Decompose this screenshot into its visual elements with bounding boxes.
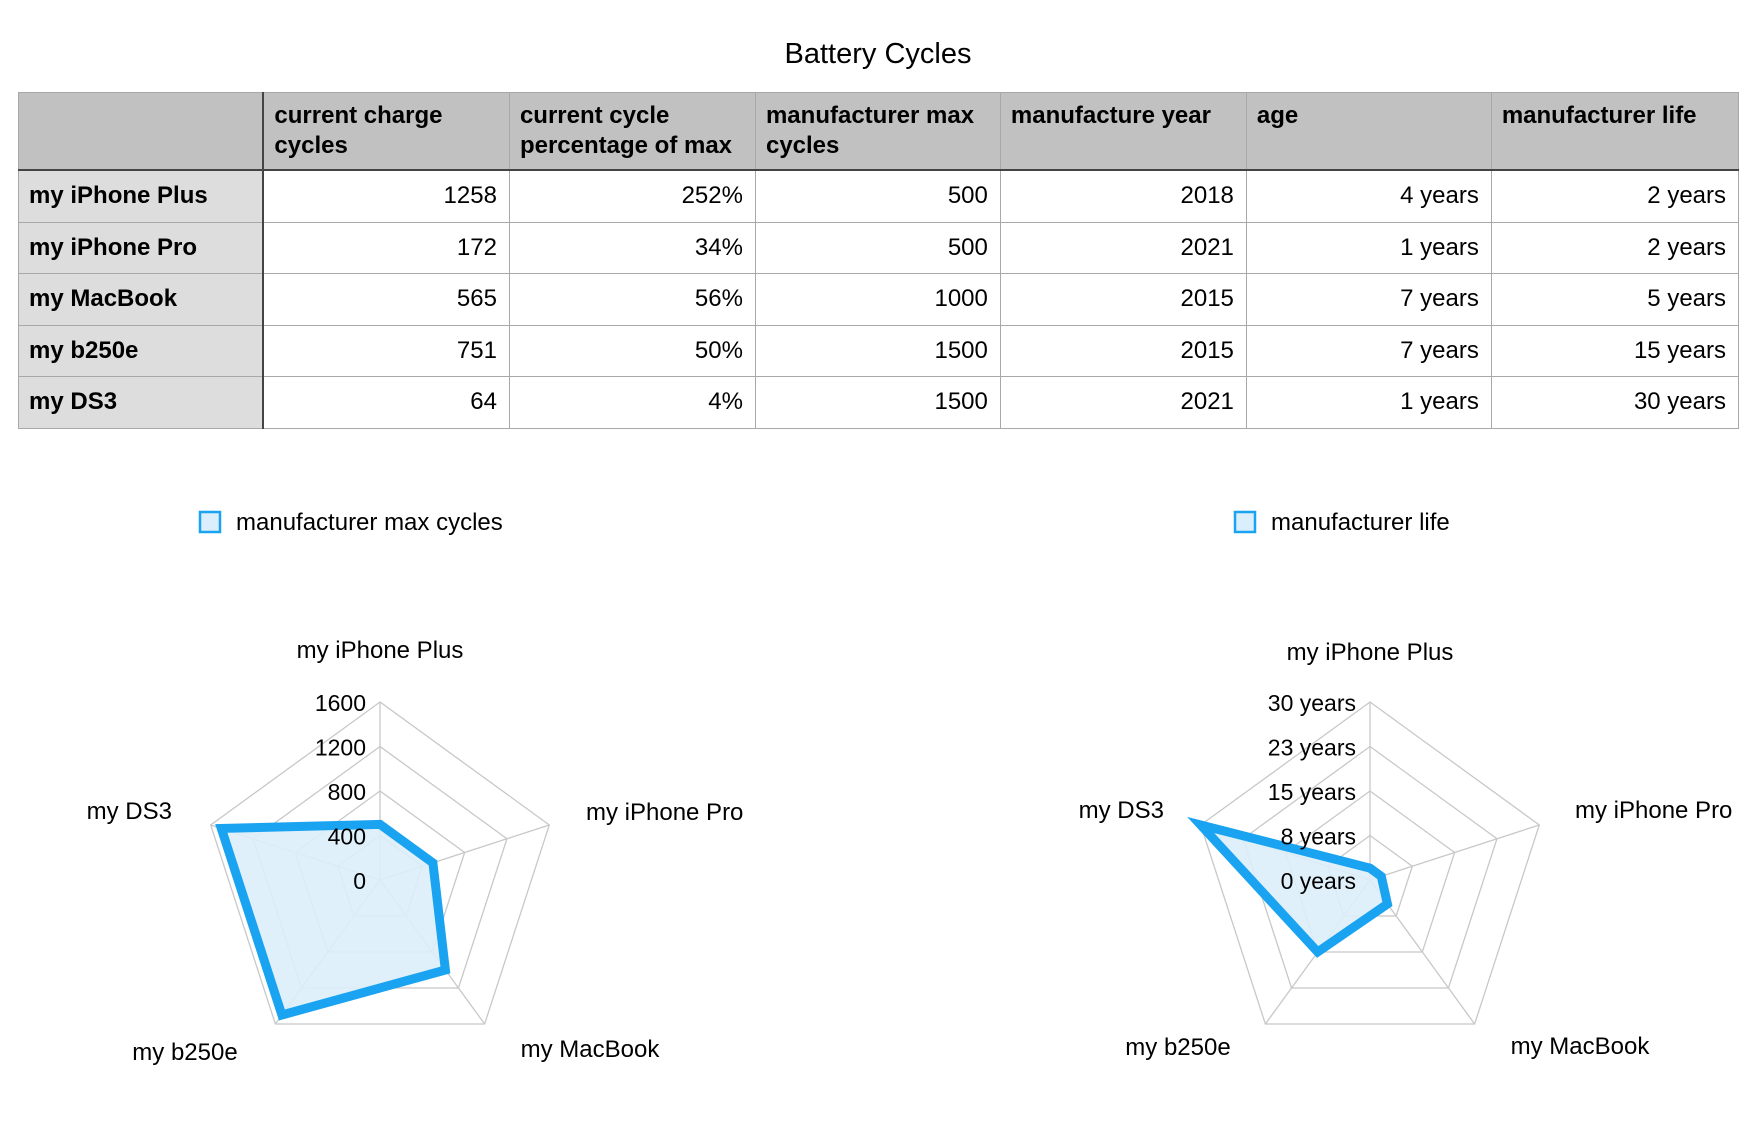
table-cell: 1258 — [262, 169, 510, 223]
column-header: manufacturer max cycles — [754, 92, 1001, 171]
column-header: manufacturer life — [1490, 92, 1740, 171]
grid-ring — [1199, 701, 1541, 1025]
legend-label: manufacturer life — [1271, 509, 1450, 536]
tick-label: 1600 — [315, 690, 366, 716]
table-cell: 34% — [508, 221, 756, 274]
row-header: my DS3 — [18, 376, 265, 429]
tick-label: 15 years — [1268, 779, 1356, 805]
table-row: my iPhone Pro 172 34% 500 2021 1 years 2… — [18, 221, 1740, 274]
table-cell: 1000 — [754, 273, 1001, 326]
category-label: my MacBook — [1511, 1033, 1651, 1060]
category-label: my b250e — [132, 1039, 237, 1066]
grid-ring — [1242, 745, 1498, 989]
row-header: my MacBook — [18, 273, 265, 326]
table-cell: 2021 — [999, 376, 1247, 429]
table-cell: 7 years — [1245, 324, 1492, 377]
table-cell: 56% — [508, 273, 756, 326]
table-cell: 50% — [508, 324, 756, 377]
category-label: my DS3 — [1079, 797, 1164, 824]
category-label: my iPhone Pro — [1575, 797, 1732, 824]
table-cell: 172 — [262, 221, 510, 274]
category-label: my MacBook — [521, 1036, 661, 1063]
category-label: my iPhone Plus — [1287, 639, 1454, 666]
legend: manufacturer max cycles — [198, 509, 503, 536]
category-label: my iPhone Plus — [297, 637, 464, 664]
tick-label: 23 years — [1268, 735, 1356, 761]
row-header: my b250e — [18, 324, 265, 377]
table-cell: 4% — [508, 376, 756, 429]
grid-ring — [209, 701, 551, 1025]
table-cell: 4 years — [1245, 169, 1492, 223]
radar-chart-max-cycles: manufacturer max cycles 0 400 800 1200 1600 my… — [87, 509, 744, 1066]
legend-label: manufacturer max cycles — [236, 509, 503, 536]
category-label: my iPhone Pro — [586, 799, 743, 826]
tick-label: 0 — [353, 868, 366, 894]
tick-label: 1200 — [315, 735, 366, 761]
table-cell: 2018 — [999, 169, 1247, 223]
column-header: age — [1245, 92, 1492, 171]
category-label: my DS3 — [87, 798, 172, 825]
table-cell: 30 years — [1490, 376, 1740, 429]
table-cell: 751 — [262, 324, 510, 377]
tick-label: 30 years — [1268, 690, 1356, 716]
grid-spoke — [1369, 824, 1540, 881]
table-cell: 500 — [754, 169, 1001, 223]
row-header: my iPhone Pro — [18, 221, 265, 274]
battery-table: current charge cycles current cycle perc… — [18, 92, 1740, 429]
table-cell: 1500 — [754, 376, 1001, 429]
column-header: manufacture year — [999, 92, 1247, 171]
table-cell: 252% — [508, 169, 756, 223]
column-header: current charge cycles — [262, 92, 510, 171]
table-cell: 7 years — [1245, 273, 1492, 326]
series-area — [1187, 816, 1393, 958]
table-cell: 15 years — [1490, 324, 1740, 377]
page-title: Battery Cycles — [784, 38, 972, 70]
table-cell: 1 years — [1245, 221, 1492, 274]
tick-label: 0 years — [1281, 868, 1356, 894]
column-header: current cycle percentage of max — [508, 92, 756, 171]
tick-label: 8 years — [1281, 824, 1356, 850]
table-row: my MacBook 565 56% 1000 2015 7 years 5 y… — [18, 273, 1740, 326]
row-header: my iPhone Plus — [18, 169, 265, 223]
legend-swatch — [198, 510, 222, 534]
tick-label: 400 — [328, 824, 366, 850]
table-row: my iPhone Plus 1258 252% 500 2018 4 year… — [18, 169, 1740, 223]
grid-ring — [1284, 790, 1456, 953]
table-cell: 565 — [262, 273, 510, 326]
column-header — [18, 92, 265, 171]
tick-label: 800 — [328, 779, 366, 805]
table-cell: 2021 — [999, 221, 1247, 274]
table-cell: 64 — [262, 376, 510, 429]
series-area — [215, 819, 451, 1021]
table-cell: 2 years — [1490, 221, 1740, 274]
table-cell: 2 years — [1490, 169, 1740, 223]
table-cell: 5 years — [1490, 273, 1740, 326]
table-row: my b250e 751 50% 1500 2015 7 years 15 ye… — [18, 324, 1740, 377]
table-header-row: current charge cycles current cycle perc… — [18, 92, 1740, 171]
table-row: my DS3 64 4% 1500 2021 1 years 30 years — [18, 376, 1740, 429]
legend: manufacturer life — [1233, 509, 1450, 536]
table-cell: 1 years — [1245, 376, 1492, 429]
category-label: my b250e — [1125, 1034, 1230, 1061]
legend-swatch — [1233, 510, 1257, 534]
